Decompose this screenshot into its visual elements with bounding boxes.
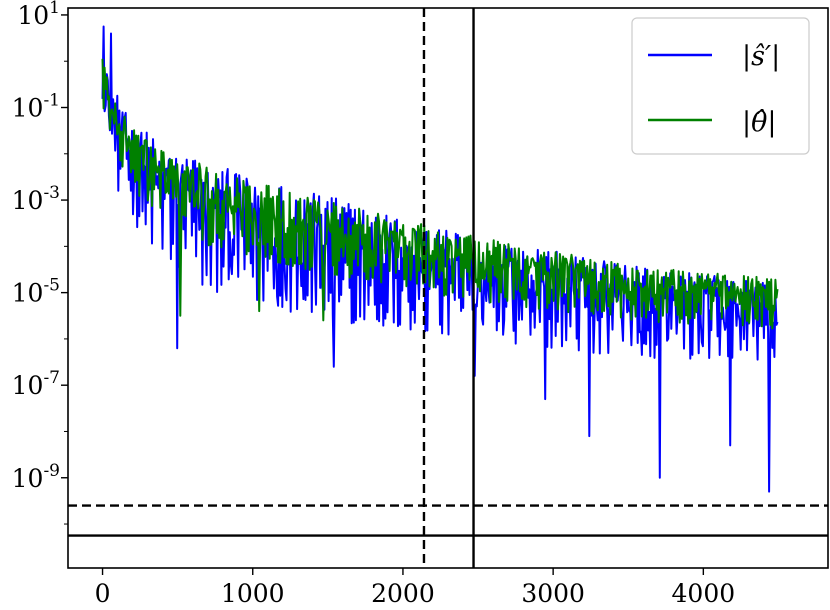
- y-tick-label: 10-7: [12, 368, 60, 400]
- y-axis: 101 10-1 10-3 10-5 10-7 10-9: [12, 0, 68, 525]
- plot-content: [101, 25, 779, 493]
- x-axis: 0 1000 2000 3000 4000: [95, 568, 736, 608]
- legend-label-s-prime: |ŝ′|: [742, 41, 780, 72]
- y-tick-label: 10-9: [12, 461, 60, 493]
- y-tick-label: 10-1: [12, 91, 60, 123]
- y-tick-label: 10-5: [12, 276, 60, 308]
- y-tick-label: 101: [17, 0, 60, 30]
- y-tick-label: 10-3: [12, 183, 60, 215]
- legend-label-theta: |θ̂|: [742, 107, 776, 138]
- legend: |ŝ′| |θ̂|: [631, 17, 810, 155]
- x-tick-label: 1000: [221, 579, 285, 608]
- x-tick-label: 0: [95, 579, 111, 608]
- legend-box: [631, 17, 810, 155]
- plot-frame: [67, 7, 829, 569]
- x-tick-label: 2000: [371, 579, 435, 608]
- series-line-s-prime: [101, 25, 779, 493]
- reference-lines: [68, 8, 828, 568]
- x-tick-label: 4000: [672, 579, 736, 608]
- x-tick-label: 3000: [521, 579, 585, 608]
- series-line-theta: [101, 58, 779, 330]
